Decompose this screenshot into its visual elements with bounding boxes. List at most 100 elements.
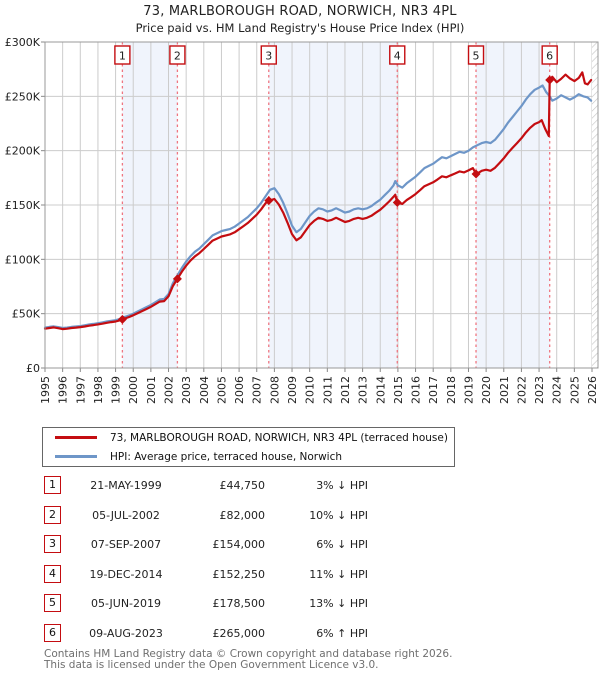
sale-number-badge: 3 (44, 535, 61, 554)
sale-number-label: 4 (394, 50, 401, 63)
sale-date: 07-SEP-2007 (90, 538, 162, 552)
price-paid-line (43, 71, 593, 331)
sale-number-box (260, 45, 277, 65)
sale-price: £178,500 (212, 597, 266, 611)
sale-row-5: 5 05-JUN-2019 £178,500 13% ↓ HPI (0, 594, 600, 616)
sale-diamond-marker (117, 314, 127, 324)
x-axis-label: 2019 (462, 376, 475, 404)
x-axis-label: 2001 (145, 376, 158, 404)
x-axis-label: 2003 (180, 376, 193, 404)
sale-row-6: 6 09-AUG-2023 £265,000 6% ↑ HPI (0, 624, 600, 646)
y-axis-label: £0 (26, 362, 40, 375)
sale-number-badge: 4 (44, 564, 61, 583)
x-axis-label: 2015 (392, 376, 405, 404)
sale-date: 05-JUN-2019 (90, 597, 162, 611)
sale-marker-lines (121, 42, 551, 368)
x-axis-label: 2025 (568, 376, 581, 404)
sale-hpi-delta: 6% ↑ HPI (316, 627, 368, 640)
x-axis-label: 1995 (39, 376, 52, 404)
sale-number-badge: 1 (44, 476, 61, 494)
legend-row-hpi: HPI: Average price, terraced house, Norw… (43, 447, 454, 466)
x-axis-label: 2023 (533, 376, 546, 404)
sale-number-badge: 2 (44, 505, 61, 524)
hpi-legend-label: HPI: Average price, terraced house, Norw… (110, 450, 343, 463)
sale-row-3: 3 07-SEP-2007 £154,000 6% ↓ HPI (0, 535, 600, 557)
sale-date: 21-MAY-1999 (90, 479, 162, 492)
x-axis-labels: 1995 1996 1997 1998 1999 2000 2001 2002 2003 2004… (39, 376, 599, 404)
sale-price: £154,000 (212, 538, 266, 552)
sale-number-boxes: 1 2 3 4 5 6 (114, 45, 558, 65)
sale-number-badge: 6 (44, 624, 61, 642)
x-axis-label: 2002 (163, 376, 176, 404)
gridlines (41, 41, 598, 372)
sale-diamond-marker (172, 274, 182, 284)
sale-diamond-marker (471, 169, 481, 179)
sale-number-box (169, 45, 186, 65)
sale-hpi-delta: 3% ↓ HPI (316, 479, 368, 492)
x-axis-label: 2021 (498, 376, 511, 404)
sale-hpi-delta: 6% ↓ HPI (316, 538, 368, 552)
plot-border (44, 41, 599, 369)
chart-title: 73, MARLBOROUGH ROAD, NORWICH, NR3 4PL (143, 4, 457, 19)
y-axis-label: £250K (5, 90, 41, 103)
sale-price: £152,250 (212, 567, 266, 581)
chart-subtitle: Price paid vs. HM Land Registry's House … (135, 21, 465, 35)
x-axis-label: 2000 (127, 376, 140, 404)
x-axis-label: 2009 (286, 376, 299, 404)
price-paid-line-swatch (55, 436, 97, 439)
sale-date: 19-DEC-2014 (89, 567, 163, 581)
sale-number-badge: 5 (44, 594, 61, 613)
x-axis-label: 1998 (92, 376, 105, 404)
y-axis-label: £300K (5, 38, 41, 49)
y-axis-label: £150K (5, 199, 41, 212)
x-axis-label: 2016 (410, 376, 423, 404)
sale-date: 09-AUG-2023 (89, 627, 163, 640)
x-axis-label: 2017 (427, 376, 440, 404)
x-axis-label: 2006 (233, 376, 246, 404)
sale-price: £265,000 (212, 627, 266, 640)
x-axis-label: 2007 (251, 376, 264, 404)
sale-date: 05-JUL-2002 (92, 508, 160, 522)
sale-hpi-delta: 13% ↓ HPI (309, 597, 368, 611)
x-axis-label: 2024 (551, 376, 564, 404)
x-axis-label: 2011 (321, 376, 334, 404)
sale-number-box (114, 45, 131, 65)
sale-row-4: 4 19-DEC-2014 £152,250 11% ↓ HPI (0, 564, 600, 587)
x-axis-label: 2005 (215, 376, 228, 404)
sale-number-box (541, 45, 558, 65)
sale-number-label: 5 (473, 50, 480, 63)
sale-number-label: 3 (265, 50, 272, 63)
sale-row-2: 2 05-JUL-2002 £82,000 10% ↓ HPI (0, 505, 600, 528)
x-axis-label: 2014 (374, 376, 387, 404)
y-axis-label: £100K (5, 253, 41, 266)
x-axis-label: 1999 (110, 376, 123, 404)
x-axis-label: 2026 (586, 376, 599, 404)
price-history-chart: 1 2 3 4 5 6 £0 £50K £100K £150K £200K £250K £300K 199… (5, 38, 599, 404)
sale-diamond-marker (545, 75, 555, 85)
x-axis-label: 2010 (304, 376, 317, 404)
price-paid-legend-label: 73, MARLBOROUGH ROAD, NORWICH, NR3 4PL (… (110, 431, 448, 444)
sale-hpi-delta: 11% ↓ HPI (309, 567, 368, 581)
x-axis-label: 1997 (74, 376, 87, 404)
sale-number-label: 2 (174, 50, 181, 63)
legend-row-price-paid: 73, MARLBOROUGH ROAD, NORWICH, NR3 4PL (… (43, 428, 454, 447)
y-axis-label: £200K (5, 145, 41, 158)
sale-row-1: 1 21-MAY-1999 £44,750 3% ↓ HPI (0, 476, 600, 498)
x-axis-label: 2012 (339, 376, 352, 404)
y-axis-labels: £0 £50K £100K £150K £200K £250K £300K (5, 38, 41, 375)
license-footer: Contains HM Land Registry data © Crown c… (44, 649, 452, 671)
x-axis-label: 2004 (198, 376, 211, 404)
x-axis-label: 2022 (515, 376, 528, 404)
chart-legend: 73, MARLBOROUGH ROAD, NORWICH, NR3 4PL (… (42, 427, 455, 467)
sale-price: £82,000 (219, 508, 266, 522)
sale-diamonds (117, 75, 555, 324)
sale-number-label: 6 (546, 50, 553, 63)
sale-hpi-delta: 10% ↓ HPI (309, 508, 368, 522)
x-axis-label: 2013 (357, 376, 370, 404)
x-axis-label: 2018 (445, 376, 458, 404)
copyright-line: Contains HM Land Registry data © Crown c… (44, 648, 453, 660)
sale-number-label: 1 (119, 50, 126, 63)
y-axis-label: £50K (12, 308, 41, 321)
future-hatch-region (592, 42, 598, 368)
sale-diamond-marker (392, 198, 402, 208)
